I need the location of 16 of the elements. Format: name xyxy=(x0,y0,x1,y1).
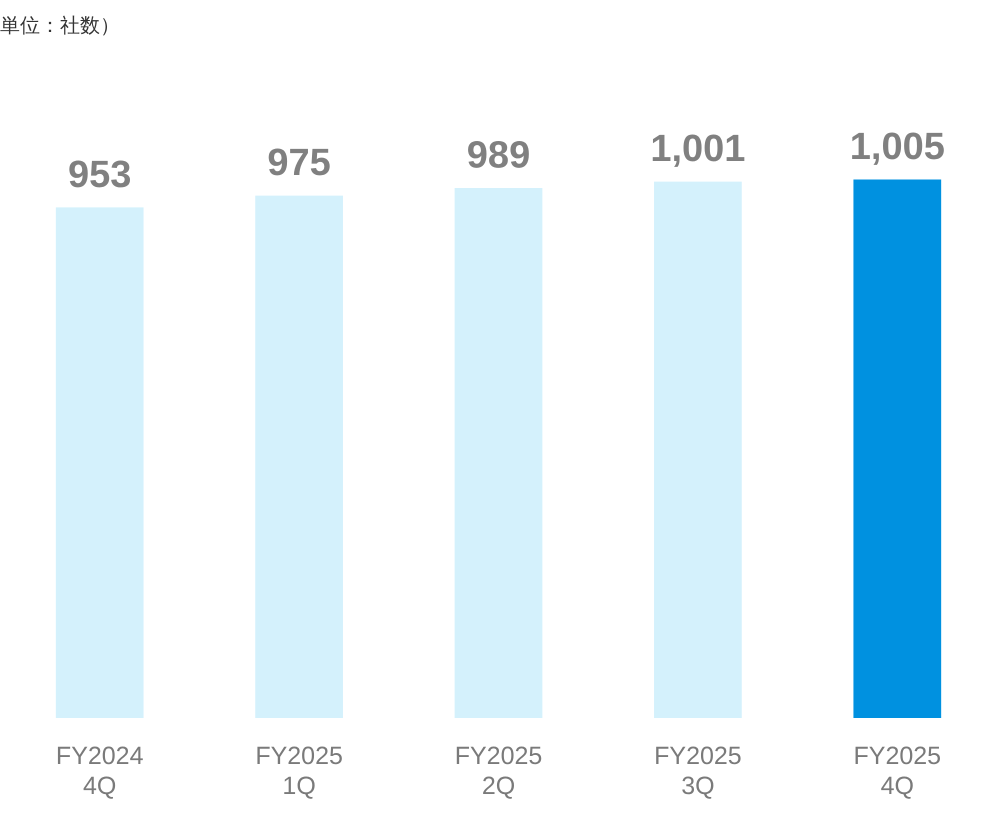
data-label: 1,001 xyxy=(650,128,746,170)
bar xyxy=(454,188,542,718)
x-tick-label: FY2024 4Q xyxy=(56,742,144,800)
bar xyxy=(56,207,144,718)
x-tick-label: FY2025 1Q xyxy=(255,742,343,800)
data-label: 975 xyxy=(267,142,331,184)
bar xyxy=(853,179,942,718)
x-tick-label: FY2025 2Q xyxy=(454,742,542,800)
bar xyxy=(654,182,742,718)
data-label: 953 xyxy=(68,154,132,196)
bar xyxy=(255,196,343,718)
text: 単位：社数） xyxy=(0,12,120,39)
data-label: 989 xyxy=(466,134,530,177)
x-tick-label: FY2025 4Q xyxy=(854,742,942,800)
data-label: 1,005 xyxy=(850,126,945,168)
x-tick-label: FY2025 3Q xyxy=(654,742,742,800)
